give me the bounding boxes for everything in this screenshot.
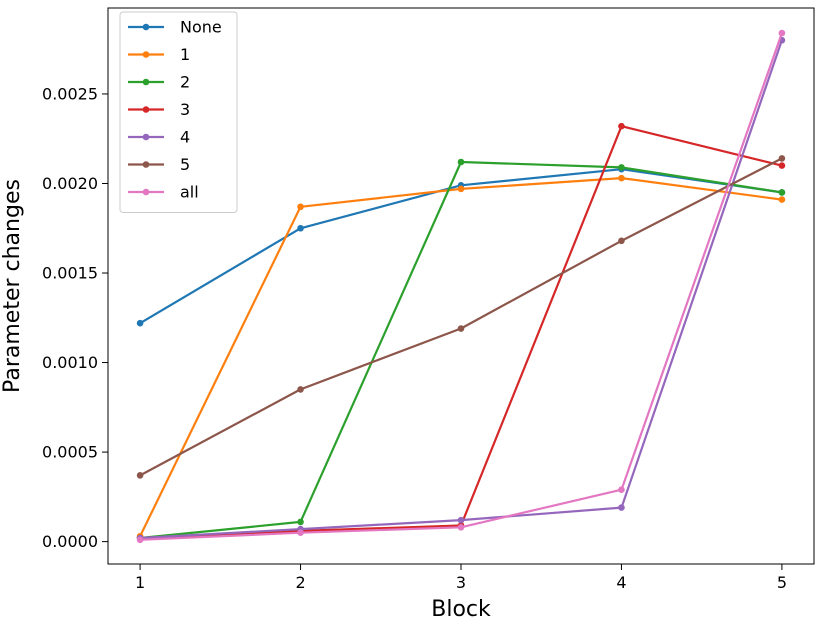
data-point (457, 158, 465, 166)
data-point (618, 122, 625, 130)
legend-swatch-marker (142, 133, 150, 141)
legend-item-all: all (128, 183, 199, 202)
data-point (778, 162, 786, 169)
y-tick-label: 0.0015 (42, 264, 98, 283)
data-point (618, 504, 625, 511)
data-point (778, 196, 786, 203)
data-point (618, 174, 625, 182)
legend-swatch-marker (142, 161, 150, 168)
y-tick-label: 0.0025 (42, 84, 98, 103)
x-tick-label: 3 (456, 573, 466, 592)
x-tick-label: 1 (135, 573, 145, 592)
y-tick-label: 0.0000 (42, 532, 98, 551)
x-tick-label: 4 (616, 573, 626, 592)
legend-swatch-marker (142, 78, 150, 86)
legend-label: None (180, 18, 222, 37)
axes-layer: 1 2 3 4 5 0.0000 0.0005 0.0010 0.0015 0.0020 0.002… (42, 7, 815, 592)
legend-label: 5 (180, 155, 190, 174)
data-point (618, 237, 625, 245)
legend-label: 2 (180, 73, 190, 92)
data-point (297, 224, 304, 232)
legend-swatch-marker (142, 23, 150, 31)
legend-label: 1 (180, 45, 190, 64)
legend-item-2: 2 (128, 73, 190, 92)
x-axis-label: Block (431, 597, 491, 619)
legend: None 1 2 3 4 5 all (119, 11, 238, 213)
data-point (136, 319, 144, 327)
data-point (297, 529, 304, 536)
legend-label: all (180, 183, 199, 202)
legend-item-3: 3 (128, 100, 190, 119)
series-all (136, 29, 786, 544)
data-point (457, 516, 465, 524)
data-point (457, 325, 465, 332)
data-point (136, 472, 144, 479)
data-point (618, 164, 625, 171)
legend-item-1: 1 (128, 45, 190, 64)
series-layer (136, 29, 786, 544)
data-point (297, 203, 304, 211)
data-point (297, 518, 304, 526)
legend-swatch-marker (142, 188, 150, 196)
data-point (136, 536, 144, 544)
x-tick-label: 5 (777, 573, 787, 592)
legend-box (119, 11, 238, 213)
data-point (618, 486, 625, 493)
y-axis-label: Parameter changes (0, 179, 25, 393)
series-5 (136, 155, 786, 479)
legend-swatch-marker (142, 106, 150, 113)
legend-item-5: 5 (128, 155, 190, 174)
legend-label: 4 (180, 128, 190, 147)
series-4 (136, 36, 786, 542)
y-tick-label: 0.0020 (42, 174, 98, 193)
legend-item-4: 4 (128, 128, 190, 147)
data-point (778, 155, 786, 162)
data-point (297, 386, 304, 393)
data-point (778, 189, 786, 196)
y-tick-label: 0.0010 (42, 353, 98, 372)
data-point (457, 185, 465, 193)
y-tick-label: 0.0005 (42, 443, 98, 462)
data-point (778, 29, 786, 37)
legend-swatch-marker (142, 51, 150, 58)
legend-label: 3 (180, 100, 190, 119)
legend-item-none: None (128, 18, 222, 37)
data-point (457, 523, 465, 531)
x-tick-label: 2 (295, 573, 305, 592)
